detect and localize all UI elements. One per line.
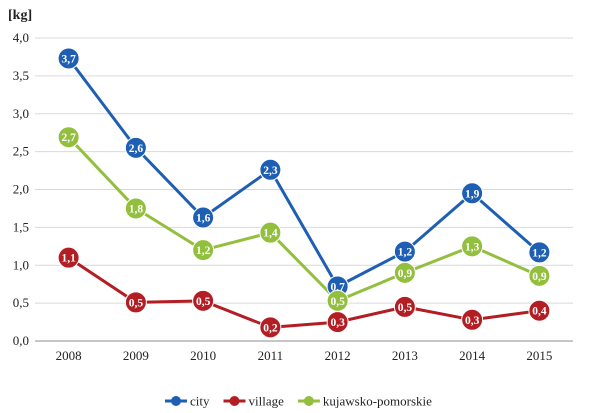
x-tick-label: 2012 xyxy=(325,348,351,363)
y-tick-label: 4,0 xyxy=(13,30,29,45)
legend-marker-swatch xyxy=(171,396,181,406)
x-axis-tick-labels: 2008 2009 2010 2011 2012 2013 2014 2015 xyxy=(56,348,553,363)
data-label: 1,6 xyxy=(196,213,211,225)
data-point-marker xyxy=(393,295,416,318)
data-point-marker xyxy=(57,246,80,269)
series-line-village xyxy=(67,256,541,329)
data-point-marker xyxy=(528,264,551,287)
data-point-marker xyxy=(57,47,80,70)
y-tick-label: 0,5 xyxy=(13,295,29,310)
gridlines xyxy=(35,37,573,342)
data-label: 3,7 xyxy=(61,53,76,65)
legend-item-kujawsko-pomorskie: kujawsko-pomorskie xyxy=(297,394,432,409)
data-point-marker xyxy=(259,316,282,339)
data-point-marker xyxy=(393,261,416,284)
y-axis-tick-labels: 0,0 0,5 1,0 1,5 2,0 2,5 3,0 3,5 4,0 xyxy=(13,30,29,348)
legend: city village kujawsko-pomorskie xyxy=(165,394,432,409)
y-tick-label: 3,0 xyxy=(13,106,29,121)
y-tick-label: 1,5 xyxy=(13,219,29,234)
y-tick-label: 1,0 xyxy=(13,257,29,272)
data-label: 1,9 xyxy=(465,188,480,200)
x-tick-label: 2014 xyxy=(459,348,486,363)
x-tick-label: 2013 xyxy=(392,348,418,363)
series-line-city xyxy=(67,57,541,288)
legend-item-city: city xyxy=(165,394,210,409)
data-point-marker xyxy=(528,241,551,264)
data-point-marker xyxy=(528,299,551,322)
data-point-marker xyxy=(259,158,282,181)
data-point-marker xyxy=(259,221,282,244)
data-label: 0,3 xyxy=(465,315,480,327)
legend-label: city xyxy=(190,394,210,409)
data-label: 0,5 xyxy=(129,297,144,309)
y-axis-unit-label: [kg] xyxy=(8,8,32,23)
data-point-marker xyxy=(461,308,484,331)
data-point-marker xyxy=(461,182,484,205)
data-label: 0,5 xyxy=(330,296,345,308)
data-point-marker xyxy=(57,126,80,149)
x-tick-label: 2015 xyxy=(526,348,552,363)
data-point-marker xyxy=(326,289,349,312)
data-label: 0,3 xyxy=(330,317,345,329)
legend-label: kujawsko-pomorskie xyxy=(323,394,432,409)
x-tick-label: 2011 xyxy=(258,348,284,363)
legend-item-village: village xyxy=(223,394,285,409)
y-tick-label: 2,5 xyxy=(13,144,29,159)
data-series: 3,72,61,62,30,71,21,91,21,10,5 0,50,2 0,30… xyxy=(57,47,551,339)
data-label: 0,4 xyxy=(532,306,547,318)
data-point-marker xyxy=(461,235,484,258)
x-tick-label: 2008 xyxy=(56,348,82,363)
data-label: 2,6 xyxy=(129,143,144,155)
legend-marker-swatch xyxy=(303,396,314,406)
data-label: 1,4 xyxy=(263,228,278,240)
y-tick-label: 0,0 xyxy=(13,333,29,348)
data-point-marker xyxy=(192,206,215,229)
series-lines xyxy=(67,57,541,329)
data-label: 0,9 xyxy=(398,268,413,280)
data-point-marker xyxy=(124,136,147,159)
data-label: 2,3 xyxy=(263,165,278,177)
legend-label: village xyxy=(249,394,285,409)
y-tick-label: 3,5 xyxy=(13,68,29,83)
data-point-marker xyxy=(124,197,147,220)
legend-marker-swatch xyxy=(229,396,240,406)
data-label: 1,8 xyxy=(129,203,144,215)
y-tick-label: 2,0 xyxy=(13,182,29,197)
data-point-marker xyxy=(192,239,215,262)
data-label: 0,2 xyxy=(263,322,278,334)
x-tick-label: 2010 xyxy=(190,348,216,363)
data-label: 1,1 xyxy=(61,253,76,265)
data-label: 0,5 xyxy=(196,296,211,308)
data-label: 1,2 xyxy=(196,245,211,257)
data-label: 1,2 xyxy=(532,247,547,259)
data-label: 1,2 xyxy=(398,247,413,259)
series-line-kujawsko-pomorskie xyxy=(67,135,541,303)
data-label: 1,3 xyxy=(465,241,480,253)
data-label: 2,7 xyxy=(61,132,76,144)
data-point-marker xyxy=(192,289,215,312)
data-label: 0,9 xyxy=(532,271,547,283)
data-point-marker xyxy=(124,291,147,314)
series-markers: 3,72,61,62,30,71,21,91,21,10,5 0,50,2 0,30… xyxy=(57,47,551,339)
data-label: 0,5 xyxy=(398,302,413,314)
x-tick-label: 2009 xyxy=(123,348,149,363)
